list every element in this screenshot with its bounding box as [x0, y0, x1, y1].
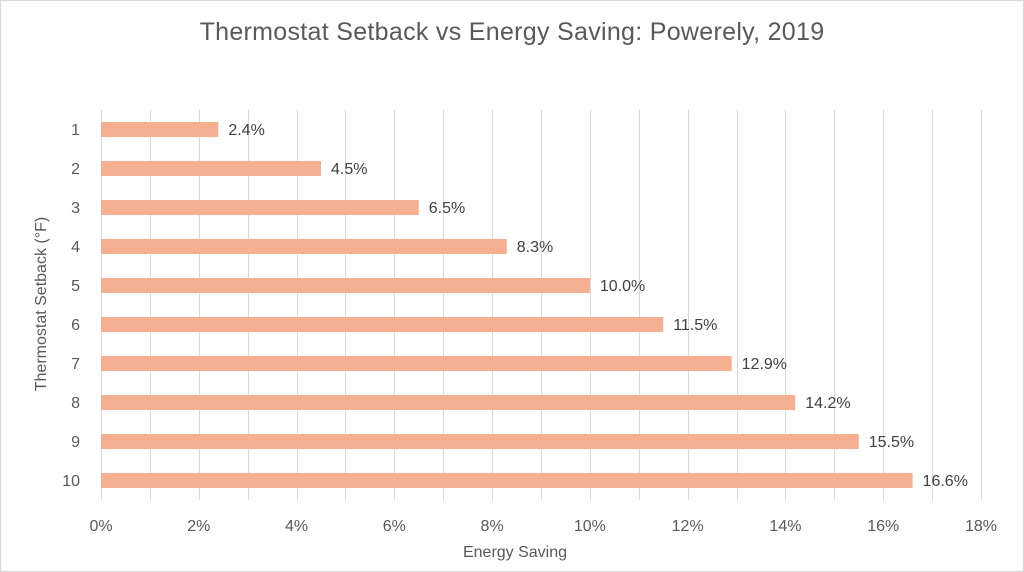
y-axis-title: Thermostat Setback (°F) — [33, 217, 50, 391]
y-tick-label: 3 — [71, 200, 80, 217]
x-tick-label: 2% — [187, 518, 210, 535]
x-tick-label: 16% — [867, 518, 899, 535]
y-tick-label: 9 — [71, 434, 80, 451]
data-label: 10.0% — [600, 278, 645, 295]
data-label: 6.5% — [429, 200, 465, 217]
y-axis-ticks: 1 2 3 4 5 6 7 8 9 10 — [62, 122, 80, 490]
x-tick-label: 10% — [574, 518, 606, 535]
data-label: 8.3% — [517, 239, 553, 256]
data-label: 12.9% — [742, 356, 787, 373]
data-label: 14.2% — [805, 395, 850, 412]
data-label: 16.6% — [923, 473, 968, 490]
bar — [101, 434, 859, 449]
bar — [101, 317, 664, 332]
y-tick-label: 6 — [71, 317, 80, 334]
x-tick-label: 14% — [769, 518, 801, 535]
bar — [101, 239, 507, 254]
y-tick-label: 2 — [71, 161, 80, 178]
y-tick-label: 7 — [71, 356, 80, 373]
x-tick-label: 4% — [285, 518, 308, 535]
x-tick-label: 0% — [89, 518, 112, 535]
data-label: 2.4% — [228, 122, 264, 139]
bars — [101, 122, 913, 488]
bar — [101, 200, 419, 215]
data-label: 4.5% — [331, 161, 367, 178]
x-tick-label: 18% — [965, 518, 997, 535]
bar — [101, 473, 913, 488]
y-tick-label: 1 — [71, 122, 80, 139]
chart-title: Thermostat Setback vs Energy Saving: Pow… — [199, 18, 825, 46]
y-tick-label: 10 — [62, 473, 80, 490]
y-tick-label: 4 — [71, 239, 80, 256]
x-tick-label: 6% — [383, 518, 406, 535]
y-tick-label: 5 — [71, 278, 80, 295]
x-tick-label: 8% — [481, 518, 504, 535]
bar — [101, 278, 590, 293]
x-axis-ticks: 0% 2% 4% 6% 8% 10% 12% 14% 16% 18% — [89, 518, 997, 535]
y-tick-label: 8 — [71, 395, 80, 412]
bar — [101, 356, 732, 371]
x-tick-label: 12% — [672, 518, 704, 535]
x-axis-title: Energy Saving — [463, 544, 567, 561]
data-labels: 2.4% 4.5% 6.5% 8.3% 10.0% 11.5% 12.9% 14.2% 15.5… — [228, 122, 968, 490]
bar — [101, 161, 321, 176]
bar — [101, 395, 796, 410]
bar — [101, 122, 219, 137]
data-label: 11.5% — [673, 317, 717, 334]
data-label: 15.5% — [869, 434, 914, 451]
